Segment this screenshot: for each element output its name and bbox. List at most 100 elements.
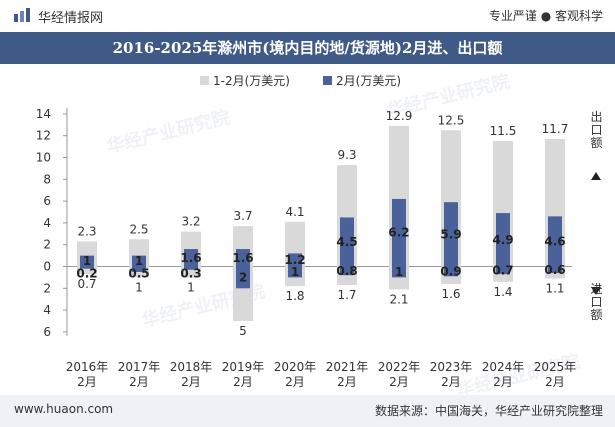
bar-february-import [392,266,406,278]
right-label-import: 进口额 [589,282,603,321]
y-tick-label: 6 [43,325,51,339]
data-label-cumulative-import: 1.8 [285,289,304,303]
data-label-cumulative-import: 1 [187,280,195,294]
data-label-cumulative-import: 1.6 [441,287,460,301]
y-tick-label: 8 [43,172,51,186]
data-label-cumulative-export: 2.5 [129,222,148,236]
x-tick-label-year: 2025年 [534,360,577,374]
data-label-cumulative-export: 9.3 [337,148,356,162]
bar-february-export [444,202,458,267]
y-tick-label: 10 [36,151,51,165]
data-label-february-export: 1 [135,254,143,268]
data-label-february-import: 1 [291,265,299,279]
data-label-cumulative-export: 2.3 [77,224,96,238]
data-label-cumulative-export: 12.5 [438,113,465,127]
data-label-cumulative-export: 11.7 [542,122,569,136]
bar-february-export [184,249,198,267]
y-tick-label: 6 [43,194,51,208]
data-label-cumulative-import: 2.1 [389,292,408,306]
title-bar: 2016-2025年滁州市(境内目的地/货源地)2月进、出口额 [0,32,615,64]
x-tick-label-year: 2019年 [222,360,265,374]
right-label-export: 出口额 [589,110,603,149]
y-tick-label: 4 [43,216,51,230]
huajing-logo-icon [14,8,30,22]
data-label-february-import: 2 [239,270,247,284]
bar-february-export [392,198,406,267]
bar-february-import [236,266,250,289]
bar-february-export [236,249,250,267]
data-label-february-import: 0.6 [544,263,565,277]
data-label-cumulative-export: 12.9 [386,109,413,123]
x-tick-label-month: 2月 [181,375,201,389]
bar-february-export [132,255,146,267]
data-label-february-export: 1.2 [284,253,305,267]
data-label-cumulative-import: 1 [135,280,143,294]
x-tick-label-year: 2023年 [430,360,473,374]
data-label-february-export: 1.6 [232,251,253,265]
data-label-february-export: 4.9 [492,233,513,247]
data-label-cumulative-import: 1.1 [545,281,564,295]
y-tick-label: 2 [43,238,51,252]
x-tick-label-year: 2016年 [66,360,109,374]
y-tick-label: 2 [43,281,51,295]
x-tick-label-month: 2月 [545,375,565,389]
data-label-february-import: 1 [395,265,403,279]
data-label-cumulative-export: 4.1 [285,205,304,219]
data-label-cumulative-export: 11.5 [490,124,517,138]
site-url: www.huaon.com [14,402,114,416]
bar-february-import [80,266,94,269]
chart-title: 2016-2025年滁州市(境内目的地/货源地)2月进、出口额 [112,39,503,57]
up-arrow-icon [591,172,601,180]
x-tick-label-year: 2022年 [378,360,421,374]
data-label-february-import: 0.5 [128,267,149,281]
x-tick-label-month: 2月 [493,375,513,389]
bar-february-import [132,266,146,272]
chart-canvas: 1-2月(万美元) 2月(万美元)024681012142462.30.710.2… [36,74,603,389]
slogan: 专业严谨 ● 客观科学 [488,9,603,23]
data-label-cumulative-import: 5 [239,324,247,338]
y-tick-label: 14 [36,107,51,121]
x-tick-label-year: 2020年 [274,360,317,374]
data-label-cumulative-export: 3.7 [233,209,252,223]
bar-february-export [548,216,562,267]
y-tick-label: 0 [43,260,51,274]
y-tick-label: 12 [36,129,51,143]
data-label-february-export: 4.6 [544,234,565,248]
x-tick-label-month: 2月 [337,375,357,389]
top-bar: 华经情报网 专业严谨 ● 客观科学 [0,0,615,30]
data-label-february-import: 0.7 [492,263,513,277]
x-tick-label-year: 2024年 [482,360,525,374]
x-tick-label-month: 2月 [285,375,305,389]
bar-february-import [340,266,354,276]
legend-swatch-cumulative [200,76,209,85]
bar-february-import [288,266,302,278]
down-arrow-icon [591,287,601,295]
bar-february-export [288,253,302,267]
data-label-cumulative-import: 1.7 [337,288,356,302]
x-tick-label-month: 2月 [389,375,409,389]
x-tick-label-month: 2月 [233,375,253,389]
data-label-february-export: 1 [83,254,91,268]
data-label-cumulative-export: 3.2 [181,215,200,229]
data-label-february-export: 1.6 [180,251,201,265]
x-tick-label-month: 2月 [77,375,97,389]
bar-cumulative-import [181,266,201,278]
x-tick-label-year: 2017年 [118,360,161,374]
x-tick-label-month: 2月 [441,375,461,389]
data-label-february-import: 0.9 [440,264,461,278]
data-source: 数据来源：中国海关，华经产业研究院整理 [374,404,603,418]
data-label-february-export: 4.5 [336,235,357,249]
data-label-february-import: 0.2 [76,267,97,281]
bar-february-export [496,213,510,267]
x-tick-label-month: 2月 [129,375,149,389]
data-label-february-export: 6.2 [388,226,409,240]
bar-february-import [548,266,562,274]
bar-cumulative-import [77,266,97,275]
bar-february-import [496,266,510,275]
data-label-cumulative-import: 1.4 [493,285,512,299]
data-label-cumulative-import: 0.7 [77,277,96,291]
x-tick-label-year: 2018年 [170,360,213,374]
footer-bar: www.huaon.com 数据来源：中国海关，华经产业研究院整理 [0,395,615,427]
brand-name: 华经情报网 [38,11,104,26]
legend-label-cumulative: 1-2月(万美元) [213,74,290,88]
